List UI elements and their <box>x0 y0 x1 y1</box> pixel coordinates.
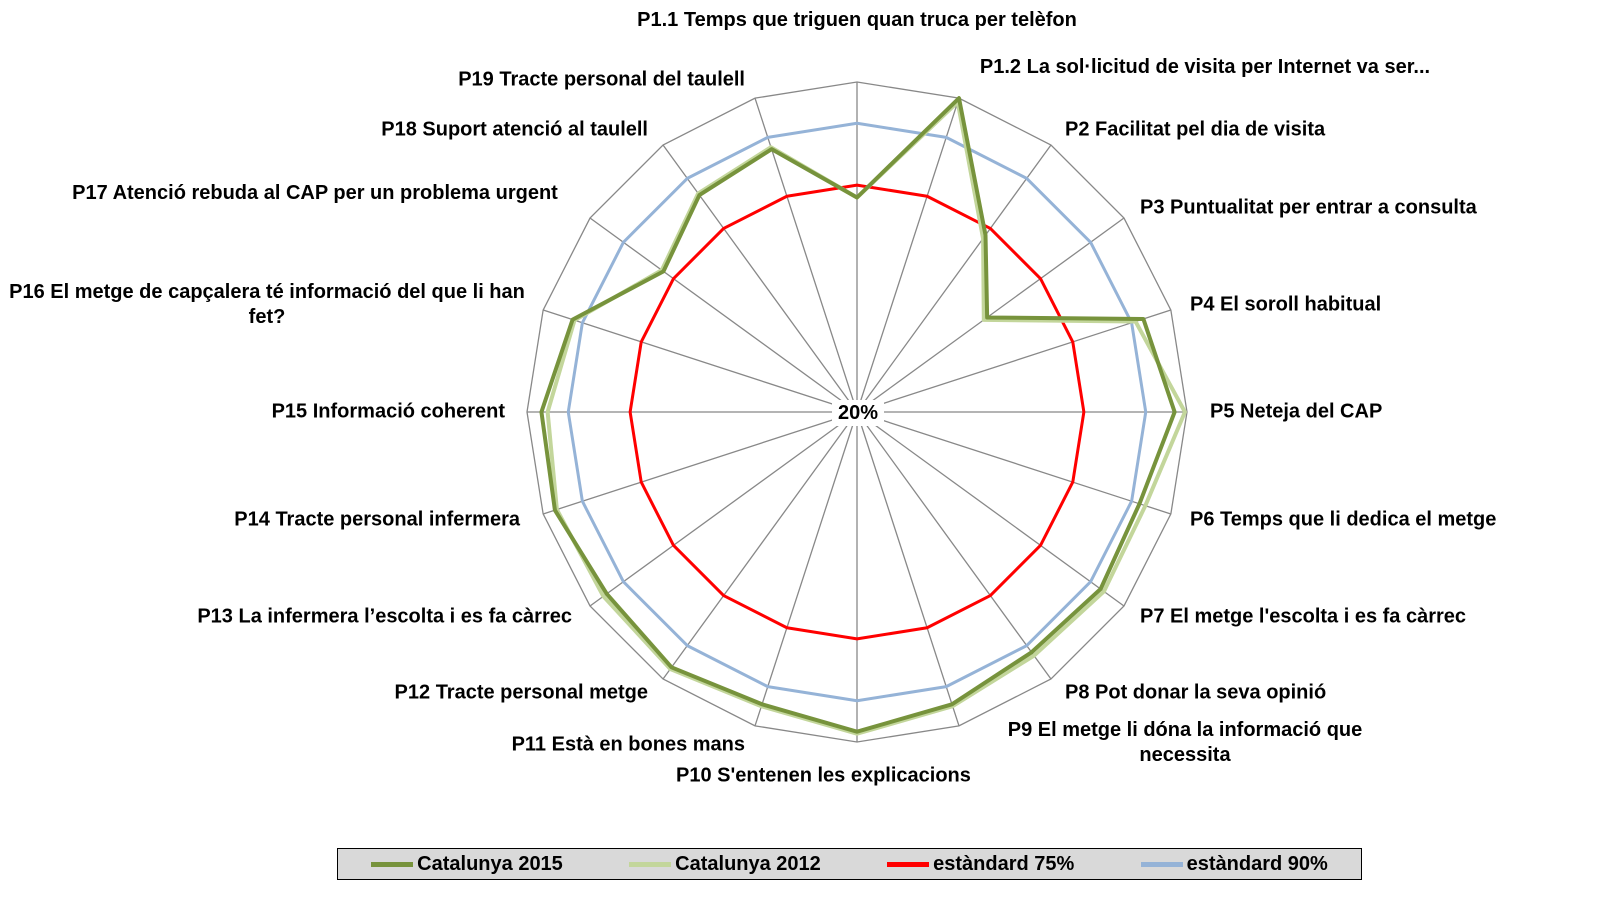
category-label: P15 Informació coherent <box>271 400 505 423</box>
spoke <box>542 309 858 413</box>
series-line <box>539 96 1177 734</box>
spoke <box>856 411 1172 515</box>
legend-swatch <box>887 861 930 867</box>
category-label: P1.1 Temps que triguen quan truca per te… <box>637 9 1077 31</box>
legend-text: Catalunya 2015 <box>417 852 563 875</box>
legend-text: Catalunya 2012 <box>675 852 821 875</box>
series-line <box>566 121 1148 703</box>
spoke <box>754 97 858 413</box>
spoke <box>662 144 858 413</box>
spoke <box>589 217 858 413</box>
legend-swatch <box>629 861 672 867</box>
spoke <box>662 411 858 680</box>
category-label: P9 El metge li dóna la informació que ne… <box>1007 719 1363 766</box>
spoke <box>856 217 1125 413</box>
category-label: P14 Tracte personal infermera <box>234 508 520 531</box>
category-label: P7 El metge l'escolta i es fa càrrec <box>1140 605 1467 628</box>
legend-item: Catalunya 2015 <box>371 853 563 876</box>
category-label: P8 Pot donar la seva opinió <box>1065 681 1327 704</box>
category-label: P2 Facilitat pel dia de visita <box>1065 118 1326 141</box>
spoke <box>856 309 1172 413</box>
spoke <box>856 144 1052 413</box>
category-label: P12 Tracte personal metge <box>394 681 648 704</box>
category-label: P1.2 La sol·licitud de visita per Intern… <box>979 56 1431 78</box>
spoke <box>856 97 960 413</box>
category-label: P10 S'entenen les explicacions <box>676 764 971 787</box>
legend-item: estàndard 75% <box>887 853 1074 876</box>
legend-text: estàndard 75% <box>933 852 1075 875</box>
category-label: P5 Neteja del CAP <box>1210 400 1383 423</box>
spoke <box>856 411 1052 680</box>
category-label: P18 Suport atenció al taulell <box>381 118 648 141</box>
spoke <box>856 411 1125 607</box>
legend-item: estàndard 90% <box>1140 852 1328 876</box>
legend: Catalunya 2015 Catalunya 2012 estàndard 75… <box>337 848 1362 880</box>
category-label: P6 Temps que li dedica el metge <box>1190 508 1497 531</box>
spoke <box>754 411 858 727</box>
category-label: P3 Puntualitat per entrar a consulta <box>1140 196 1477 219</box>
category-label: P17 Atenció rebuda al CAP per un problem… <box>72 182 558 204</box>
legend-swatch <box>371 861 414 867</box>
spoke <box>542 411 858 515</box>
category-label: P4 El soroll habitual <box>1190 293 1382 316</box>
category-label: P16 El metge de capçalera té informació … <box>9 281 525 328</box>
category-label: P11 Està en bones mans <box>511 733 745 756</box>
spoke <box>589 411 858 607</box>
spoke <box>856 411 960 727</box>
axis-label: 20% <box>832 400 884 426</box>
legend-item: Catalunya 2012 <box>629 853 821 876</box>
series-line <box>628 183 1086 641</box>
legend-text: estàndard 90% <box>1186 852 1328 875</box>
category-label: P19 Tracte personal del taulell <box>458 68 745 91</box>
category-label: P13 La infermera l’escolta i es fa càrre… <box>197 605 572 628</box>
legend-swatch <box>1140 861 1183 867</box>
